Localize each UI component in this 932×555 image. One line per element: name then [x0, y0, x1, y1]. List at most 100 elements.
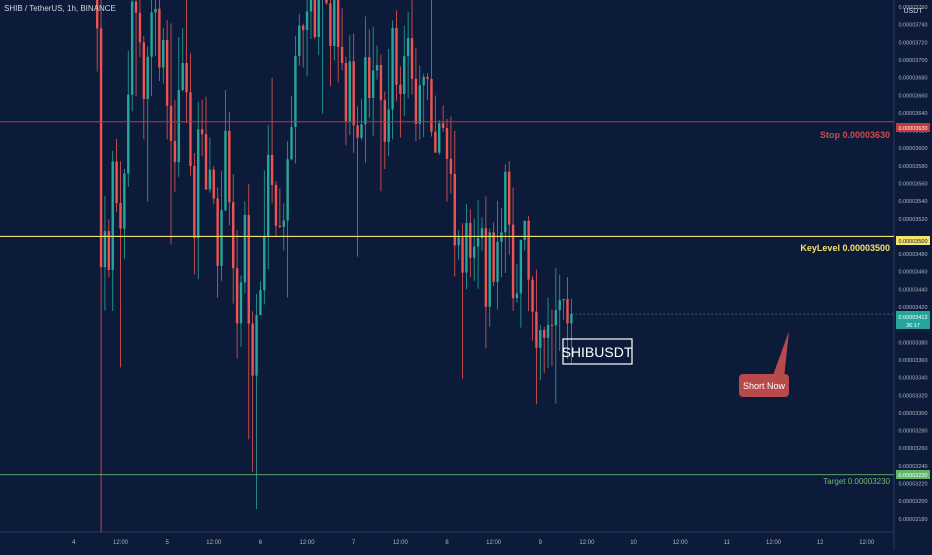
- candle: [220, 171, 223, 281]
- candle: [507, 161, 511, 256]
- candle: [259, 281, 262, 316]
- candle: [134, 0, 138, 97]
- candle: [453, 130, 456, 277]
- y-tick-label: 0.00003760: [898, 5, 927, 11]
- candle: [336, 0, 340, 83]
- key-level-label: KeyLevel 0.00003500: [800, 243, 890, 253]
- x-tick-label: 9: [539, 540, 543, 546]
- y-tick-label: 0.00003180: [898, 517, 927, 523]
- candle: [473, 218, 476, 281]
- short-now-callout[interactable]: Short Now: [739, 331, 789, 397]
- y-tick-label: 0.00003600: [898, 146, 927, 152]
- candle: [263, 170, 266, 305]
- candle: [212, 165, 215, 205]
- candle: [504, 164, 507, 274]
- candle: [348, 35, 352, 136]
- candle: [465, 204, 468, 290]
- candle: [173, 100, 177, 192]
- candles-layer: [95, 0, 573, 532]
- candle: [146, 46, 149, 202]
- candle: [438, 120, 441, 155]
- y-tick-label: 0.00003540: [898, 199, 927, 205]
- candle: [177, 37, 181, 177]
- candle: [539, 324, 542, 380]
- x-tick-label: 12:00: [206, 540, 222, 546]
- x-tick-label: 12:00: [300, 540, 316, 546]
- candle: [119, 161, 122, 368]
- countdown-text: 36:17: [906, 323, 920, 329]
- candle: [457, 230, 460, 260]
- y-tick-label: 0.00003460: [898, 270, 927, 276]
- candle: [204, 96, 208, 190]
- y-tick-label: 0.00003480: [898, 252, 927, 258]
- candle: [570, 298, 573, 364]
- watermark-text: SHIBUSDT: [562, 344, 633, 360]
- candle: [558, 274, 561, 352]
- x-tick-label: 7: [352, 540, 356, 546]
- y-tick-label: 0.00003740: [898, 23, 927, 29]
- candle: [154, 0, 157, 56]
- stop-price-tag-text: 0.00003630: [898, 126, 927, 132]
- candle: [130, 0, 134, 112]
- candle: [356, 106, 359, 257]
- candle: [329, 0, 332, 87]
- x-tick-label: 5: [165, 540, 169, 546]
- target-price-tag: 0.00003230: [896, 470, 930, 479]
- y-tick-label: 0.00003320: [898, 393, 927, 399]
- key-price-tag: 0.00003500: [896, 236, 930, 245]
- candle: [352, 33, 355, 153]
- candle: [418, 65, 421, 140]
- candle: [278, 188, 282, 229]
- candle: [99, 0, 103, 532]
- candle: [317, 0, 320, 56]
- candle: [309, 0, 313, 39]
- x-tick-label: 10: [630, 540, 637, 546]
- candle: [519, 239, 523, 328]
- candle: [566, 276, 569, 359]
- candle: [430, 0, 433, 137]
- x-tick-label: 8: [445, 540, 449, 546]
- candle: [492, 222, 495, 287]
- candle: [235, 230, 239, 359]
- candle: [461, 223, 464, 379]
- candle: [158, 0, 161, 82]
- candle: [115, 138, 118, 212]
- y-tick-label: 0.00003300: [898, 411, 927, 417]
- candle: [383, 91, 387, 169]
- x-tick-label: 11: [724, 540, 731, 546]
- candle: [546, 297, 550, 369]
- candle: [301, 23, 305, 68]
- candle: [449, 116, 453, 194]
- candle: [247, 184, 250, 440]
- x-tick-label: 12:00: [766, 540, 782, 546]
- candle: [224, 90, 227, 212]
- candle: [208, 137, 212, 193]
- candle: [406, 11, 410, 99]
- key-price-tag-text: 0.00003500: [898, 239, 927, 245]
- y-tick-label: 0.00003560: [898, 182, 927, 188]
- y-tick-label: 0.00003420: [898, 305, 927, 311]
- symbol-title: SHIB / TetherUS, 1h, BINANCE: [4, 4, 116, 13]
- candle: [387, 49, 390, 157]
- watermark-box: SHIBUSDT: [562, 338, 633, 365]
- candle: [270, 77, 274, 204]
- last-price-tag-text: 0.00003412: [898, 315, 927, 321]
- candle: [496, 200, 499, 310]
- candle: [375, 45, 379, 80]
- price-axis[interactable]: 0.00003760 0.00003740 0.00003720 0.00003700…: [898, 5, 927, 523]
- candle: [251, 311, 254, 473]
- candle: [266, 124, 270, 270]
- stop-level-label: Stop 0.00003630: [820, 130, 890, 140]
- candle: [239, 275, 243, 347]
- candle: [488, 228, 491, 327]
- candle: [165, 20, 169, 140]
- candle: [305, 0, 309, 77]
- candle: [313, 0, 317, 40]
- candle: [554, 267, 558, 404]
- candle: [127, 50, 130, 188]
- x-tick-label: 12:00: [673, 540, 689, 546]
- candle: [360, 98, 363, 141]
- time-axis[interactable]: 4 12:00 5 12:00 6 12:00 7 12:00 8 12:00 9 12:00 10 12…: [72, 540, 875, 546]
